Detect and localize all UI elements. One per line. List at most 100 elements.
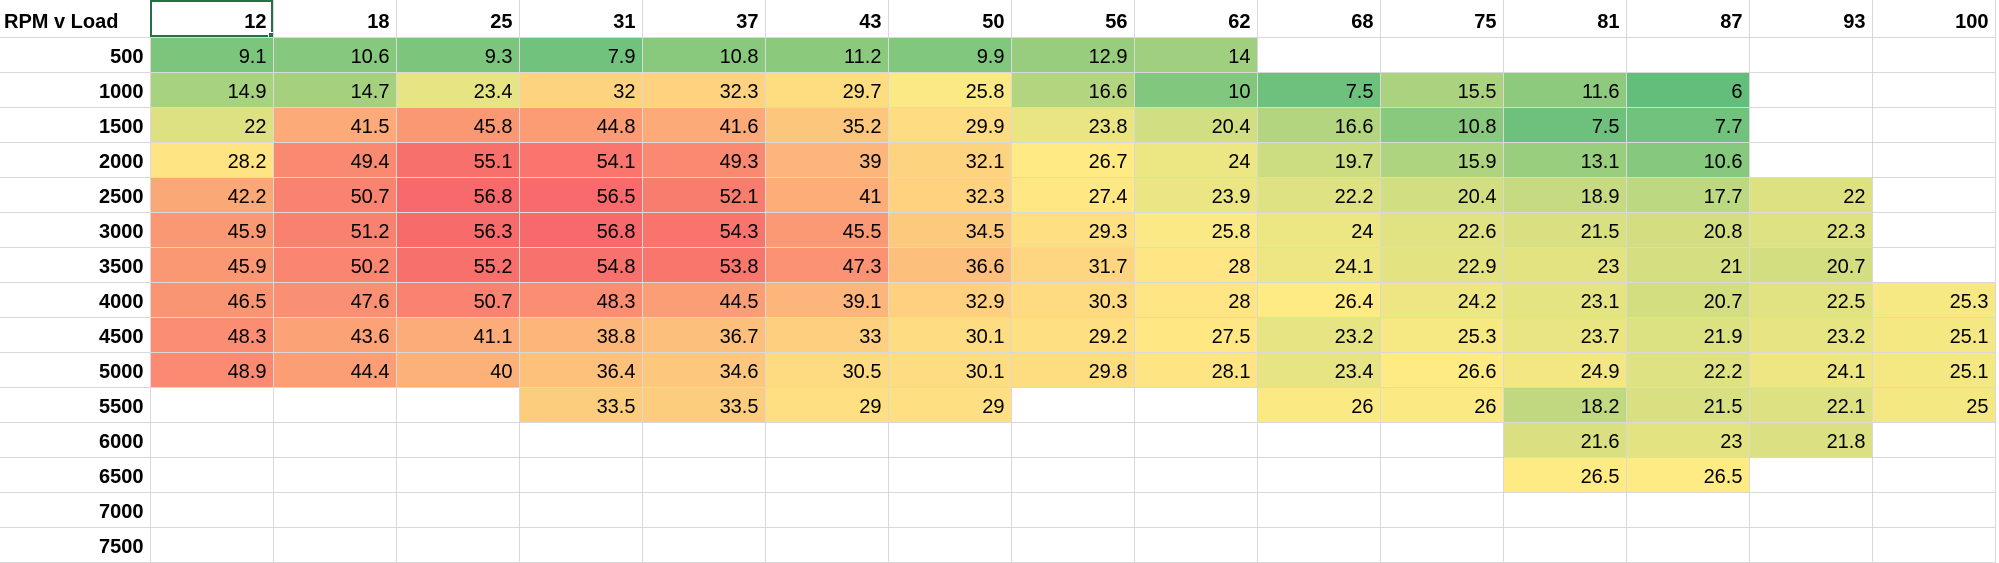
load-header-cell[interactable]: 81 [1503, 0, 1627, 38]
value-cell[interactable]: 44.8 [519, 107, 643, 143]
value-cell[interactable] [1011, 422, 1135, 458]
value-cell[interactable]: 31.7 [1011, 247, 1135, 283]
value-cell[interactable]: 19.7 [1257, 142, 1381, 178]
value-cell[interactable]: 14 [1134, 37, 1258, 73]
value-cell[interactable]: 15.9 [1380, 142, 1504, 178]
value-cell[interactable]: 56.3 [396, 212, 520, 248]
value-cell[interactable]: 7.5 [1257, 72, 1381, 108]
load-header-cell[interactable]: 87 [1626, 0, 1750, 38]
value-cell[interactable] [1134, 422, 1258, 458]
load-header-cell[interactable]: 68 [1257, 0, 1381, 38]
value-cell[interactable]: 18.2 [1503, 387, 1627, 423]
value-cell[interactable]: 24.1 [1749, 352, 1873, 388]
value-cell[interactable]: 54.1 [519, 142, 643, 178]
value-cell[interactable]: 20.7 [1749, 247, 1873, 283]
value-cell[interactable]: 26 [1257, 387, 1381, 423]
value-cell[interactable]: 25.3 [1380, 317, 1504, 353]
value-cell[interactable]: 23.9 [1134, 177, 1258, 213]
value-cell[interactable] [1872, 72, 1996, 108]
value-cell[interactable]: 36.7 [642, 317, 766, 353]
value-cell[interactable]: 23.2 [1749, 317, 1873, 353]
value-cell[interactable]: 29.9 [888, 107, 1012, 143]
value-cell[interactable] [273, 492, 397, 528]
value-cell[interactable]: 7.9 [519, 37, 643, 73]
value-cell[interactable]: 25.1 [1872, 317, 1996, 353]
rpm-header-cell[interactable]: 7000 [0, 492, 151, 528]
value-cell[interactable]: 7.5 [1503, 107, 1627, 143]
value-cell[interactable] [1503, 492, 1627, 528]
value-cell[interactable] [1872, 527, 1996, 563]
value-cell[interactable] [1380, 457, 1504, 493]
value-cell[interactable]: 24 [1257, 212, 1381, 248]
value-cell[interactable] [1257, 492, 1381, 528]
value-cell[interactable]: 22.1 [1749, 387, 1873, 423]
load-header-cell[interactable]: 56 [1011, 0, 1135, 38]
value-cell[interactable]: 55.2 [396, 247, 520, 283]
corner-label[interactable]: RPM v Load [0, 0, 151, 38]
value-cell[interactable]: 10.6 [1626, 142, 1750, 178]
value-cell[interactable]: 30.1 [888, 317, 1012, 353]
value-cell[interactable]: 39 [765, 142, 889, 178]
value-cell[interactable] [888, 457, 1012, 493]
value-cell[interactable] [1011, 387, 1135, 423]
value-cell[interactable] [1011, 457, 1135, 493]
value-cell[interactable]: 21.8 [1749, 422, 1873, 458]
load-header-cell[interactable]: 50 [888, 0, 1012, 38]
value-cell[interactable]: 26.6 [1380, 352, 1504, 388]
value-cell[interactable]: 45.5 [765, 212, 889, 248]
value-cell[interactable] [888, 422, 1012, 458]
value-cell[interactable]: 43.6 [273, 317, 397, 353]
value-cell[interactable] [273, 387, 397, 423]
value-cell[interactable] [1872, 177, 1996, 213]
value-cell[interactable]: 56.8 [396, 177, 520, 213]
value-cell[interactable]: 10.8 [1380, 107, 1504, 143]
value-cell[interactable] [519, 422, 643, 458]
value-cell[interactable]: 45.9 [150, 212, 274, 248]
load-header-cell[interactable]: 25 [396, 0, 520, 38]
value-cell[interactable] [1380, 422, 1504, 458]
value-cell[interactable]: 9.1 [150, 37, 274, 73]
value-cell[interactable]: 22 [150, 107, 274, 143]
value-cell[interactable]: 50.7 [396, 282, 520, 318]
value-cell[interactable] [519, 527, 643, 563]
value-cell[interactable]: 36.6 [888, 247, 1012, 283]
value-cell[interactable]: 48.9 [150, 352, 274, 388]
value-cell[interactable] [519, 492, 643, 528]
load-header-cell[interactable]: 93 [1749, 0, 1873, 38]
value-cell[interactable]: 44.4 [273, 352, 397, 388]
value-cell[interactable]: 33.5 [642, 387, 766, 423]
value-cell[interactable]: 17.7 [1626, 177, 1750, 213]
value-cell[interactable]: 48.3 [150, 317, 274, 353]
value-cell[interactable]: 21.5 [1503, 212, 1627, 248]
value-cell[interactable]: 28.1 [1134, 352, 1258, 388]
value-cell[interactable]: 23.4 [1257, 352, 1381, 388]
value-cell[interactable] [1749, 72, 1873, 108]
value-cell[interactable]: 49.4 [273, 142, 397, 178]
value-cell[interactable] [765, 492, 889, 528]
value-cell[interactable] [396, 457, 520, 493]
value-cell[interactable] [150, 422, 274, 458]
value-cell[interactable]: 12.9 [1011, 37, 1135, 73]
value-cell[interactable]: 30.3 [1011, 282, 1135, 318]
value-cell[interactable]: 22.3 [1749, 212, 1873, 248]
value-cell[interactable] [1872, 212, 1996, 248]
value-cell[interactable] [1134, 387, 1258, 423]
value-cell[interactable]: 25.8 [1134, 212, 1258, 248]
value-cell[interactable] [1749, 142, 1873, 178]
value-cell[interactable] [1257, 422, 1381, 458]
value-cell[interactable] [1134, 527, 1258, 563]
value-cell[interactable]: 55.1 [396, 142, 520, 178]
value-cell[interactable]: 32.1 [888, 142, 1012, 178]
value-cell[interactable] [765, 422, 889, 458]
value-cell[interactable] [1134, 457, 1258, 493]
value-cell[interactable]: 53.8 [642, 247, 766, 283]
value-cell[interactable]: 34.5 [888, 212, 1012, 248]
value-cell[interactable] [1380, 492, 1504, 528]
value-cell[interactable]: 22 [1749, 177, 1873, 213]
value-cell[interactable] [273, 457, 397, 493]
rpm-header-cell[interactable]: 3500 [0, 247, 151, 283]
rpm-header-cell[interactable]: 5000 [0, 352, 151, 388]
value-cell[interactable]: 23.8 [1011, 107, 1135, 143]
value-cell[interactable]: 22.5 [1749, 282, 1873, 318]
value-cell[interactable] [396, 492, 520, 528]
